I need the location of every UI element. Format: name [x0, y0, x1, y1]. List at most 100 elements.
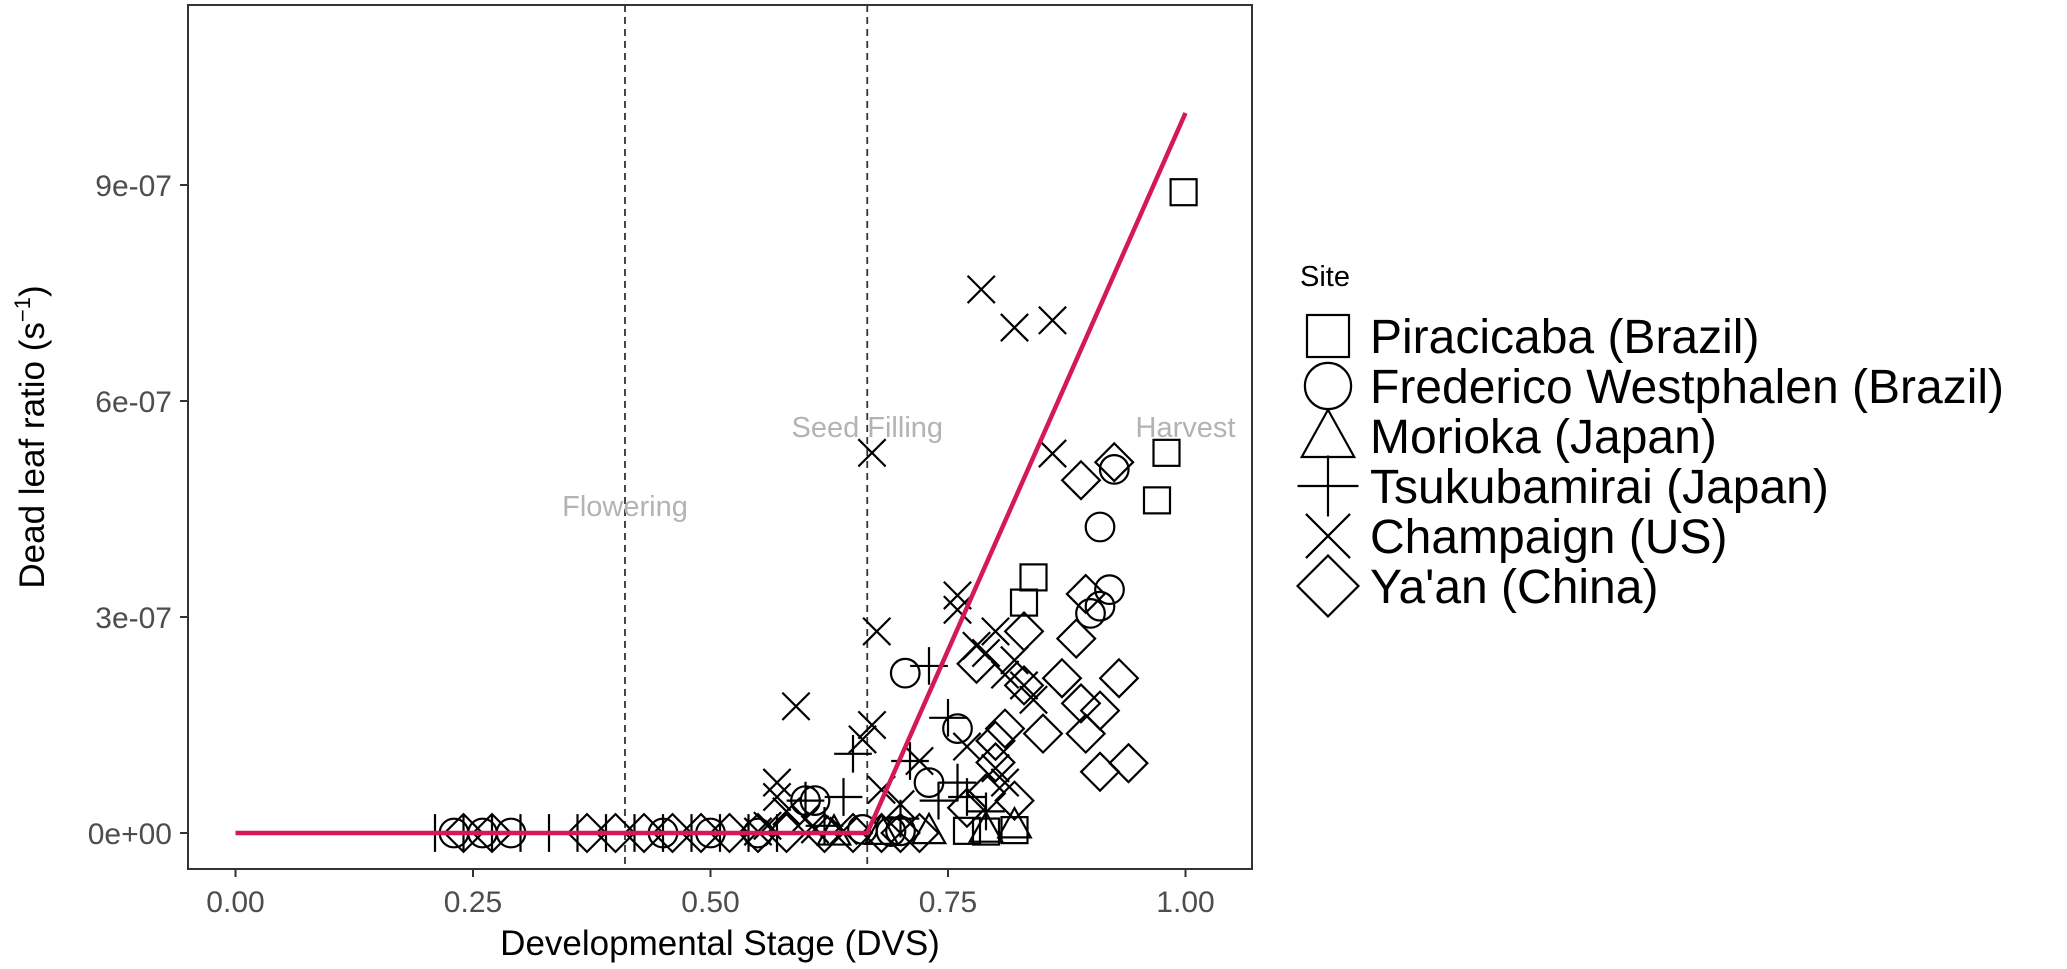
legend: Site Piracicaba (Brazil)Frederico Westph… [1295, 261, 2004, 619]
data-point [975, 720, 1016, 762]
legend-label: Ya'an (China) [1370, 561, 1658, 614]
x-tick-label: 0.50 [681, 886, 739, 919]
legend-key-x [1305, 513, 1351, 559]
data-point [623, 812, 665, 854]
x-tick-label: 0.75 [919, 886, 977, 919]
data-point [996, 805, 1033, 839]
data-point [952, 816, 982, 845]
y-axis-title: Dead leaf ratio (s−1) [10, 285, 52, 588]
data-point [1098, 454, 1130, 485]
data-point [709, 812, 750, 854]
data-point [857, 710, 887, 740]
data-point [762, 782, 792, 812]
data-point [443, 812, 484, 854]
data-point [948, 778, 986, 816]
data-point [1094, 574, 1125, 606]
data-point [1003, 610, 1045, 652]
legend-label: Piracicaba (Brazil) [1370, 311, 1759, 364]
data-point [899, 812, 940, 854]
y-tick-label: 6e-07 [95, 386, 172, 419]
series-diamond [443, 441, 1149, 854]
data-point [857, 438, 887, 468]
data-point [889, 657, 921, 689]
legend-item: Ya'an (China) [1295, 553, 1658, 619]
data-point [1000, 313, 1029, 342]
data-point [994, 780, 1035, 822]
data-point [956, 643, 997, 685]
y-axis-title-main: Dead leaf ratio (s [13, 322, 52, 589]
stage-annotation: Harvest [1136, 412, 1236, 444]
legend-title: Site [1300, 261, 1350, 293]
data-point [1098, 657, 1140, 699]
data-point [786, 781, 825, 820]
legend-item: Morioka (Japan) [1299, 407, 1717, 464]
data-point [990, 768, 1020, 798]
y-axis-title-superscript: −1 [10, 297, 35, 322]
data-point [880, 812, 921, 854]
data-point [471, 812, 513, 854]
data-point [595, 812, 636, 854]
data-point [938, 763, 977, 802]
fit-line-group [235, 112, 1188, 836]
legend-key-diamond [1295, 553, 1361, 619]
x-axis-ticks: 0.00 0.25 0.50 0.75 1.00 [206, 869, 1215, 919]
data-point [1152, 438, 1181, 467]
data-point [990, 660, 1020, 690]
data-point [804, 812, 845, 854]
data-point [766, 812, 807, 854]
data-point [832, 812, 874, 854]
legend-key-square [1305, 313, 1351, 359]
y-tick-label: 3e-07 [95, 602, 172, 635]
data-point [1108, 742, 1149, 784]
stage-annotation: Seed Filling [791, 412, 943, 444]
data-point [967, 810, 1005, 843]
data-point [1065, 713, 1107, 755]
data-point [862, 616, 892, 646]
data-point [1075, 598, 1106, 629]
data-point [1060, 459, 1102, 501]
y-axis-title-close: ) [13, 285, 52, 297]
data-point [943, 595, 972, 625]
data-point [680, 812, 722, 854]
data-point [1084, 590, 1116, 622]
data-point [1041, 657, 1083, 699]
data-point [863, 812, 900, 845]
stage-annotations: Flowering Seed Filling Harvest [562, 412, 1235, 523]
data-point [1009, 588, 1039, 617]
data-point [886, 789, 915, 819]
data-point [942, 713, 973, 744]
data-point [952, 732, 982, 762]
data-point [1084, 511, 1116, 543]
data-point [1022, 713, 1064, 755]
x-tick-label: 0.00 [206, 886, 264, 919]
data-point [1038, 305, 1067, 335]
data-point [652, 812, 693, 854]
data-point [946, 787, 988, 829]
y-tick-label: 0e+00 [88, 818, 172, 851]
y-tick-label: 9e-07 [95, 170, 172, 203]
legend-item: Piracicaba (Brazil) [1305, 311, 1759, 364]
stage-annotation: Flowering [562, 491, 688, 523]
legend-label: Champaign (US) [1370, 511, 1727, 564]
legend-key-plus [1297, 455, 1359, 517]
data-point [875, 816, 907, 847]
legend-item: Tsukubamirai (Japan) [1297, 455, 1829, 517]
data-point [1055, 618, 1097, 660]
data-point [929, 698, 967, 737]
data-point [566, 812, 608, 854]
series-square [952, 178, 1198, 846]
data-point [966, 274, 996, 304]
data-point [848, 724, 877, 754]
data-point [1142, 486, 1172, 515]
data-point [762, 768, 792, 798]
data-point [1169, 178, 1198, 207]
y-axis-ticks: 0e+00 3e-07 6e-07 9e-07 [88, 170, 188, 851]
plot-panel [187, 4, 1253, 870]
data-point [965, 772, 1007, 814]
legend-item: Champaign (US) [1305, 511, 1727, 564]
data-point [834, 734, 872, 773]
data-point [1003, 664, 1045, 706]
data-point [919, 781, 958, 820]
data-point [1065, 573, 1107, 615]
